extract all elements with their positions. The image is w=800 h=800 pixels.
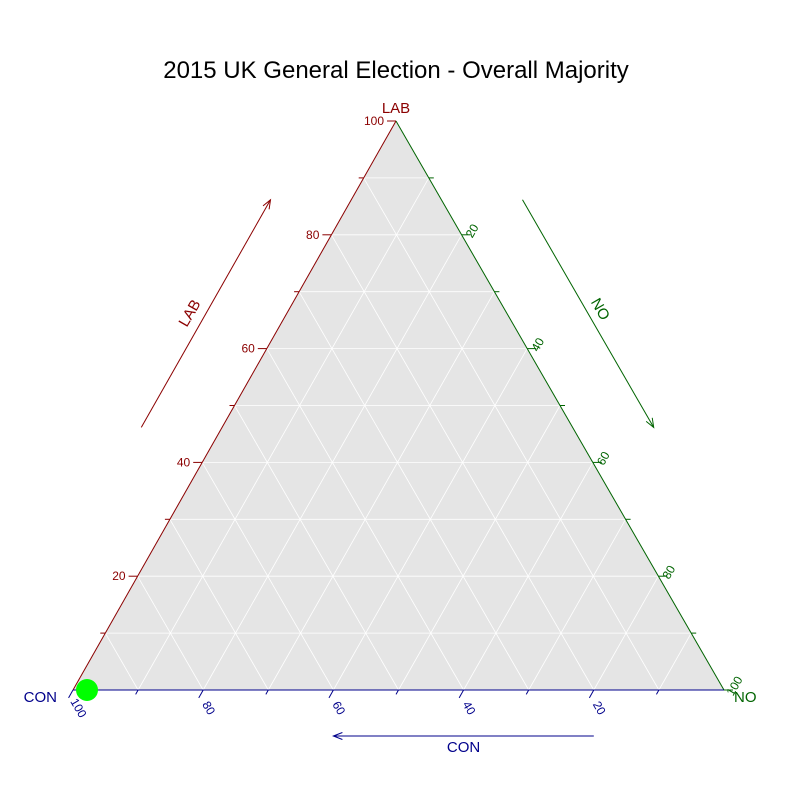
arrow-lab	[140, 199, 271, 428]
tick-label-con: 80	[199, 699, 218, 718]
grid-line-no	[398, 405, 561, 691]
grid-line-con	[201, 462, 334, 691]
grid-line-con	[137, 576, 204, 691]
tick-label-no: 40	[528, 335, 547, 354]
grid-line-con	[363, 177, 660, 691]
arrow-label-con: CON	[447, 739, 480, 756]
data-point	[76, 679, 98, 701]
grid-line-con	[104, 632, 139, 691]
plot-area: 204060801002040608010020406080100CONLABN…	[24, 100, 757, 756]
chart-title: 2015 UK General Election - Overall Major…	[163, 57, 629, 84]
tick-label-lab: 100	[364, 114, 384, 128]
tick-label-lab: 80	[306, 228, 320, 242]
vertex-label-con: CON	[24, 689, 57, 706]
tick-con	[328, 689, 334, 699]
arrowhead-no	[645, 417, 655, 429]
tick-con	[395, 689, 399, 695]
tick-con	[265, 689, 269, 695]
tick-con	[655, 689, 660, 695]
tick-con	[135, 689, 139, 695]
arrowhead-lab	[262, 198, 272, 210]
arrowhead-con	[332, 732, 343, 740]
tick-label-no: 80	[660, 563, 679, 582]
tick-label-no: 20	[463, 221, 482, 240]
tick-label-no: 60	[594, 449, 613, 468]
tick-con	[458, 689, 465, 699]
tick-con	[68, 689, 74, 699]
tick-label-lab: 40	[177, 455, 191, 469]
grid-line-no	[528, 519, 626, 691]
tick-label-con: 20	[590, 699, 609, 718]
grid-line-con	[298, 291, 530, 691]
vertex-label-no: NO	[734, 689, 757, 706]
tick-con	[525, 689, 530, 695]
grid-line-no	[658, 632, 692, 691]
tick-con	[198, 689, 204, 699]
grid-line-no	[593, 576, 659, 691]
tick-label-lab: 60	[241, 342, 255, 356]
arrow-no	[522, 199, 655, 428]
grid-line-no	[267, 291, 495, 691]
vertex-label-lab: LAB	[382, 100, 410, 117]
grid-line-no	[463, 462, 594, 691]
tick-label-lab: 20	[112, 569, 126, 583]
arrow-label-lab: LAB	[176, 297, 205, 330]
tick-label-con: 40	[460, 699, 479, 718]
tick-label-con: 60	[329, 699, 348, 718]
grid-line-con	[169, 519, 269, 691]
grid-line-no	[137, 177, 430, 691]
grid-line-con	[234, 405, 399, 691]
tick-con	[588, 689, 595, 699]
